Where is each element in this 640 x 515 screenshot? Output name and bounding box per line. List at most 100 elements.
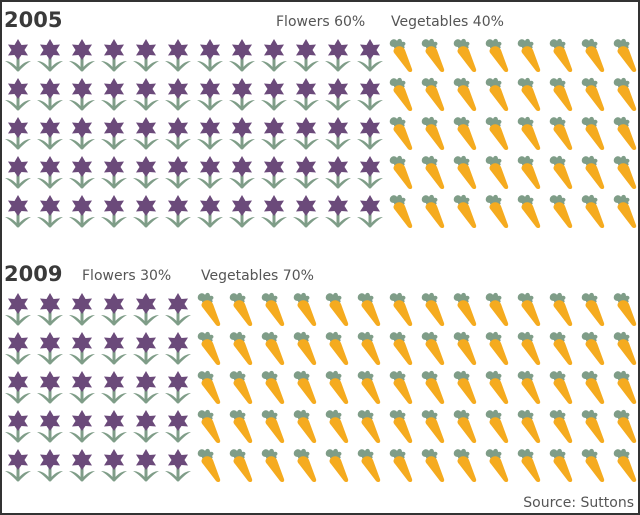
carrot-icon — [578, 290, 610, 329]
carrot-icon — [450, 114, 482, 153]
flower-icon — [130, 114, 162, 153]
carrot-icon — [450, 407, 482, 446]
source-note: Source: Suttons — [523, 495, 634, 511]
flower-icon — [130, 407, 162, 446]
carrot-icon — [482, 446, 514, 485]
carrot-icon — [450, 36, 482, 75]
flower-icon — [162, 290, 194, 329]
carrot-icon — [418, 329, 450, 368]
flower-icon — [98, 407, 130, 446]
flower-icon — [2, 114, 34, 153]
carrot-icon — [226, 368, 258, 407]
carrot-icon — [226, 407, 258, 446]
carrot-icon — [482, 36, 514, 75]
carrot-icon — [610, 36, 640, 75]
carrot-icon — [482, 407, 514, 446]
flower-icon — [226, 114, 258, 153]
flower-icon — [34, 290, 66, 329]
flowers-2005-label: Flowers 60% — [276, 14, 366, 30]
carrot-icon — [514, 75, 546, 114]
flower-icon — [98, 153, 130, 192]
flower-icon — [322, 75, 354, 114]
flower-icon — [162, 114, 194, 153]
flower-icon — [98, 368, 130, 407]
carrot-icon — [194, 329, 226, 368]
flower-icon — [130, 36, 162, 75]
carrot-icon — [578, 36, 610, 75]
carrot-icon — [386, 114, 418, 153]
carrot-icon — [322, 368, 354, 407]
flower-icon — [258, 75, 290, 114]
carrot-icon — [546, 153, 578, 192]
flower-icon — [194, 192, 226, 231]
carrot-icon — [578, 407, 610, 446]
carrot-icon — [514, 114, 546, 153]
flower-icon — [130, 329, 162, 368]
carrot-icon — [290, 329, 322, 368]
carrot-icon — [450, 368, 482, 407]
flower-icon — [162, 407, 194, 446]
carrot-icon — [194, 368, 226, 407]
carrot-icon — [322, 290, 354, 329]
carrot-icon — [418, 368, 450, 407]
flower-icon — [34, 36, 66, 75]
carrot-icon — [450, 446, 482, 485]
flower-icon — [194, 36, 226, 75]
flowers-2009-label: Flowers 30% — [82, 268, 172, 284]
flower-icon — [98, 329, 130, 368]
flower-icon — [98, 290, 130, 329]
carrot-icon — [610, 368, 640, 407]
carrot-icon — [418, 290, 450, 329]
flower-icon — [2, 329, 34, 368]
carrot-icon — [482, 114, 514, 153]
carrot-icon — [578, 75, 610, 114]
carrot-icon — [482, 153, 514, 192]
flower-icon — [2, 446, 34, 485]
flower-icon — [322, 36, 354, 75]
carrot-icon — [514, 192, 546, 231]
flower-icon — [162, 36, 194, 75]
carrot-icon — [610, 329, 640, 368]
carrot-icon — [482, 329, 514, 368]
carrot-icon — [546, 114, 578, 153]
carrot-icon — [322, 407, 354, 446]
carrot-icon — [386, 75, 418, 114]
carrot-icon — [258, 407, 290, 446]
flower-icon — [354, 153, 386, 192]
carrot-icon — [514, 290, 546, 329]
carrot-icon — [546, 368, 578, 407]
flower-icon — [162, 446, 194, 485]
carrot-icon — [578, 329, 610, 368]
flower-icon — [66, 446, 98, 485]
carrot-icon — [514, 446, 546, 485]
carrot-icon — [546, 290, 578, 329]
carrot-icon — [578, 446, 610, 485]
flower-icon — [2, 153, 34, 192]
carrot-icon — [290, 446, 322, 485]
carrot-icon — [226, 329, 258, 368]
carrot-icon — [450, 290, 482, 329]
carrot-icon — [354, 407, 386, 446]
flower-icon — [98, 75, 130, 114]
flower-icon — [226, 75, 258, 114]
carrot-icon — [354, 329, 386, 368]
carrot-icon — [450, 192, 482, 231]
carrot-icon — [514, 407, 546, 446]
carrot-icon — [386, 407, 418, 446]
flower-icon — [34, 407, 66, 446]
year-2005-title: 2005 — [4, 8, 63, 32]
flower-icon — [354, 75, 386, 114]
carrot-icon — [546, 329, 578, 368]
carrot-icon — [290, 407, 322, 446]
carrot-icon — [386, 290, 418, 329]
carrot-icon — [258, 290, 290, 329]
flower-icon — [162, 192, 194, 231]
carrot-icon — [610, 446, 640, 485]
flower-icon — [322, 192, 354, 231]
flower-icon — [354, 192, 386, 231]
carrot-icon — [610, 75, 640, 114]
carrot-icon — [546, 192, 578, 231]
flower-icon — [290, 75, 322, 114]
carrot-icon — [258, 329, 290, 368]
carrot-icon — [546, 36, 578, 75]
